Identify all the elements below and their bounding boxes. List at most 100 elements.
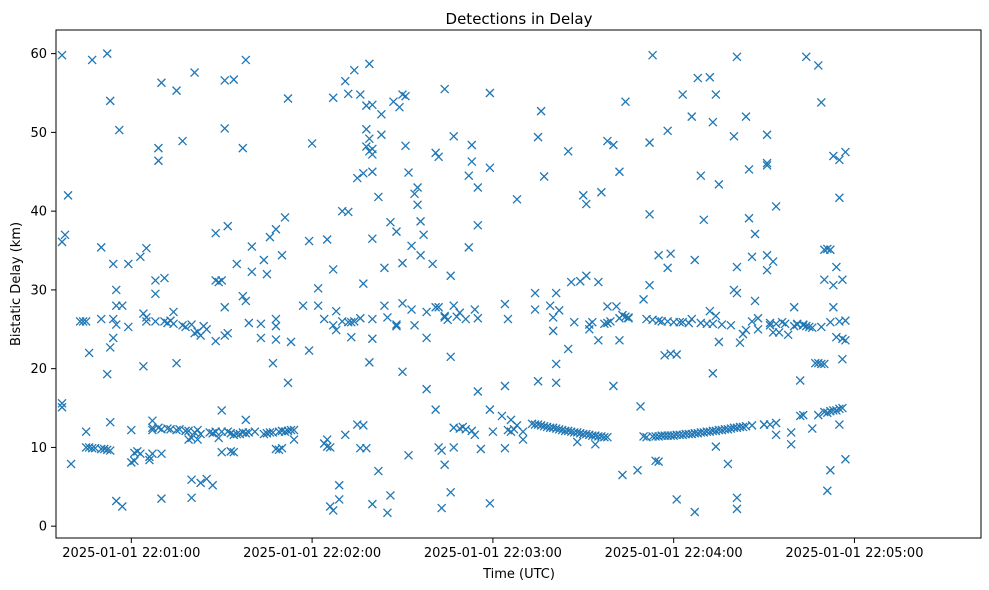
data-point — [608, 381, 618, 391]
data-point — [147, 416, 157, 426]
data-point — [111, 320, 121, 330]
data-point — [156, 494, 166, 504]
data-point — [485, 405, 495, 415]
data-point — [837, 354, 847, 364]
data-point — [108, 259, 118, 269]
data-point — [229, 447, 239, 457]
data-point — [410, 189, 420, 199]
data-point — [331, 306, 341, 316]
data-point — [828, 151, 838, 161]
data-point — [738, 329, 748, 339]
data-point — [385, 491, 395, 500]
data-point — [732, 504, 742, 514]
data-point — [416, 250, 426, 260]
data-point — [645, 138, 655, 148]
data-point — [774, 327, 784, 337]
data-point — [645, 209, 655, 219]
data-point — [539, 172, 549, 181]
y-tick-label: 40 — [30, 205, 47, 220]
data-point — [750, 296, 760, 306]
data-point — [732, 262, 742, 272]
data-point — [485, 498, 495, 508]
chart-title: Detections in Delay — [446, 10, 593, 28]
data-point — [364, 134, 374, 144]
data-point — [741, 325, 751, 335]
data-point — [578, 190, 588, 200]
data-point — [153, 156, 163, 166]
data-point — [639, 294, 649, 304]
data-point — [593, 335, 603, 345]
data-point — [473, 313, 483, 323]
data-point — [672, 350, 682, 359]
data-point — [325, 442, 335, 452]
data-point — [117, 301, 127, 311]
data-point — [313, 283, 323, 293]
data-point — [265, 428, 275, 437]
data-point — [349, 316, 359, 326]
data-point — [711, 90, 721, 100]
data-point — [581, 271, 591, 281]
x-tick-label: 2025-01-01 22:02:00 — [243, 546, 381, 561]
data-point — [837, 275, 847, 285]
data-point — [533, 132, 543, 142]
data-point — [392, 227, 401, 237]
data-point — [102, 369, 112, 379]
data-point — [220, 123, 230, 133]
data-point — [500, 443, 510, 453]
data-point — [108, 314, 118, 324]
data-point — [298, 301, 308, 311]
data-point — [834, 155, 844, 165]
data-point — [614, 335, 624, 345]
data-point — [340, 76, 350, 86]
data-point — [410, 320, 420, 330]
data-point — [467, 157, 477, 166]
data-point — [431, 405, 441, 415]
data-point — [654, 250, 664, 260]
data-point — [771, 418, 781, 428]
data-point — [611, 301, 621, 311]
data-point — [744, 164, 754, 174]
data-point — [747, 316, 757, 326]
data-point — [714, 337, 724, 347]
data-point — [66, 459, 76, 469]
data-point — [663, 263, 673, 273]
x-tick-label: 2025-01-01 22:05:00 — [785, 546, 923, 561]
y-tick-label: 50 — [30, 126, 47, 141]
data-point — [732, 493, 742, 503]
data-point — [467, 426, 477, 436]
data-point — [503, 314, 513, 324]
data-point — [105, 446, 115, 456]
data-point — [340, 430, 350, 440]
data-point — [651, 456, 661, 466]
data-point — [816, 359, 826, 369]
data-point — [443, 315, 453, 325]
data-point — [379, 263, 389, 273]
data-point — [825, 317, 835, 327]
data-point — [744, 213, 754, 223]
data-point — [395, 102, 404, 112]
data-point — [684, 318, 694, 328]
data-point — [711, 442, 721, 452]
data-point — [726, 320, 736, 330]
data-point — [328, 320, 338, 330]
data-point — [741, 112, 751, 122]
data-point — [87, 443, 97, 453]
data-point — [672, 494, 682, 504]
data-point — [141, 316, 151, 326]
data-point — [241, 428, 251, 438]
data-point — [500, 299, 510, 309]
data-point — [367, 334, 377, 344]
data-point — [156, 78, 166, 88]
data-point — [753, 313, 763, 323]
data-point — [265, 232, 275, 242]
data-point — [226, 446, 236, 456]
data-point — [358, 168, 368, 178]
data-point — [401, 141, 410, 151]
data-point — [581, 199, 591, 209]
data-point — [379, 301, 389, 311]
x-tick-label: 2025-01-01 22:04:00 — [605, 546, 743, 561]
data-point — [178, 136, 188, 146]
data-point — [762, 158, 772, 168]
